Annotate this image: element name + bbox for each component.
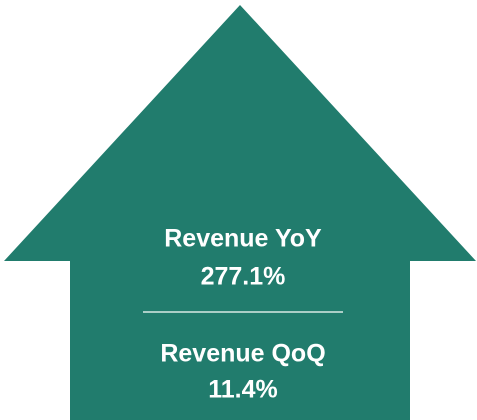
- metric-value: 277.1%: [201, 263, 286, 291]
- metric-label: Revenue YoY: [164, 225, 322, 253]
- metric-value: 11.4%: [208, 376, 278, 404]
- up-arrow: [4, 5, 476, 420]
- metric-label: Revenue QoQ: [160, 340, 325, 368]
